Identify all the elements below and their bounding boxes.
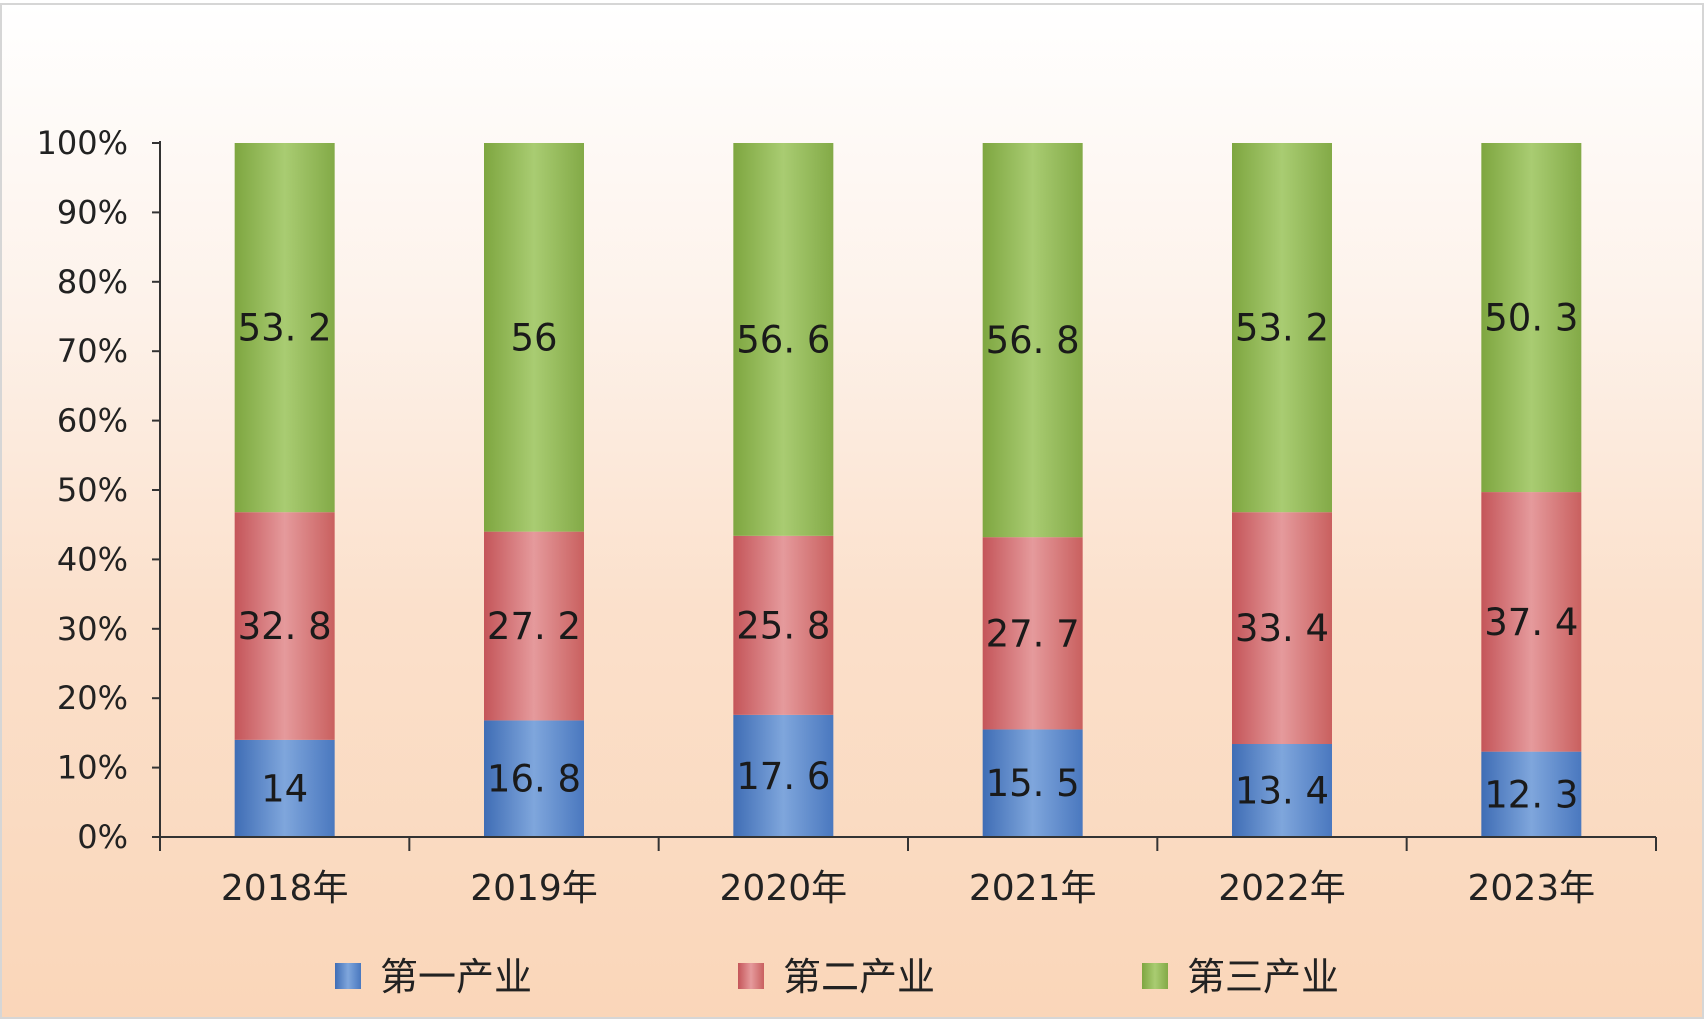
- legend-label: 第一产业: [380, 955, 532, 999]
- y-tick-label: 60%: [57, 402, 128, 440]
- bar-segment: [1232, 143, 1332, 513]
- bar-segment: [1481, 751, 1582, 837]
- x-tick-label: 2022年: [1218, 868, 1346, 909]
- y-tick-label: 0%: [77, 818, 128, 856]
- bar-segment: [234, 512, 335, 740]
- data-label: 53. 2: [1235, 307, 1329, 350]
- data-label: 14: [261, 767, 308, 810]
- data-label: 12. 3: [1484, 773, 1578, 816]
- bar-segment: [484, 720, 584, 837]
- y-tick-label: 70%: [57, 332, 128, 370]
- legend-label: 第三产业: [1187, 955, 1339, 999]
- legend: 第一产业 第二产业 第三产业: [335, 955, 1339, 999]
- bar-segment: [484, 143, 584, 532]
- bar-segment: [733, 714, 834, 837]
- chart-border: [0, 3, 1704, 1019]
- bar-segment: [733, 143, 834, 536]
- legend-label: 第二产业: [783, 955, 935, 999]
- y-tick-label: 90%: [57, 193, 128, 231]
- legend-swatch: [738, 963, 764, 989]
- bar-segment: [234, 739, 335, 837]
- x-axis-ticks: 2018年 2019年 2020年 2021年 2022年 2023年: [159, 837, 1657, 909]
- x-tick-label: 2023年: [1468, 868, 1596, 909]
- data-label: 50. 3: [1484, 297, 1578, 340]
- y-tick-label: 50%: [57, 471, 128, 509]
- bar-segment: [982, 537, 1083, 730]
- legend-swatch: [1142, 963, 1168, 989]
- data-label: 56. 6: [736, 318, 830, 361]
- x-tick-label: 2019年: [470, 868, 598, 909]
- data-label: 15. 5: [986, 762, 1080, 805]
- bar-segment: [1481, 143, 1582, 493]
- axes: [159, 141, 1656, 838]
- x-tick-label: 2020年: [720, 868, 848, 909]
- bar-segment: [1232, 512, 1332, 745]
- y-tick-label: 30%: [57, 610, 128, 648]
- legend-swatch: [335, 963, 361, 989]
- data-label: 33. 4: [1235, 607, 1329, 650]
- data-label: 37. 4: [1484, 601, 1578, 644]
- data-label: 53. 2: [238, 307, 332, 350]
- data-label: 16. 8: [487, 758, 581, 801]
- y-tick-label: 80%: [57, 263, 128, 301]
- bar-segment: [982, 729, 1083, 837]
- y-tick-label: 100%: [37, 124, 128, 162]
- bar-segment: [234, 143, 335, 513]
- y-tick-label: 20%: [57, 679, 128, 717]
- y-tick-label: 10%: [57, 749, 128, 787]
- bar-segment: [982, 143, 1083, 538]
- y-axis-ticks: 0% 10% 20% 30% 40% 50% 60% 70% 80% 90% 100%: [37, 124, 160, 856]
- data-label: 32. 8: [238, 605, 332, 648]
- data-label: 13. 4: [1235, 770, 1329, 813]
- data-label: 27. 7: [986, 612, 1080, 655]
- y-tick-label: 40%: [57, 540, 128, 578]
- data-label: 56: [510, 316, 557, 359]
- x-tick-label: 2018年: [221, 868, 349, 909]
- bar-segment: [1481, 492, 1582, 752]
- data-label: 56. 8: [986, 319, 1080, 362]
- bar-segment: [1232, 744, 1332, 837]
- data-label: 17. 6: [736, 755, 830, 798]
- bars: 14 32. 8 53. 2 16. 8 27. 2 56 17. 6 25. 8 56. 6 1…: [234, 143, 1582, 837]
- bar-segment: [733, 535, 834, 715]
- bar-segment: [484, 531, 584, 721]
- data-label: 27. 2: [487, 605, 581, 648]
- data-label: 25. 8: [736, 604, 830, 647]
- x-tick-label: 2021年: [969, 868, 1097, 909]
